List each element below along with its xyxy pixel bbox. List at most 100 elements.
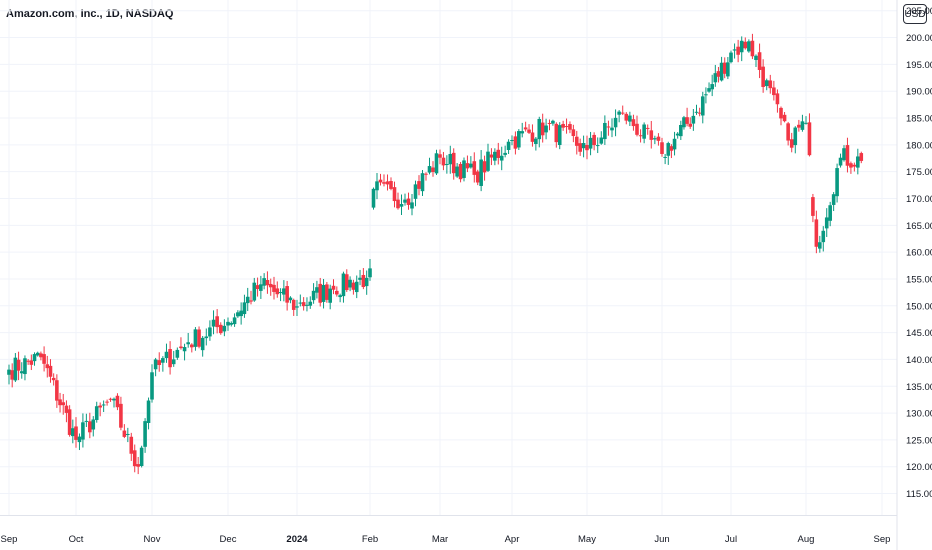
candle-body bbox=[305, 304, 309, 306]
candle bbox=[804, 116, 808, 125]
candle-body bbox=[645, 127, 650, 129]
candle-body bbox=[656, 136, 661, 141]
candle bbox=[88, 412, 92, 439]
y-tick-label: 130.00 bbox=[906, 409, 932, 420]
candle-body bbox=[375, 181, 379, 191]
candle-body bbox=[272, 284, 276, 292]
candle bbox=[465, 155, 470, 173]
candle-body bbox=[341, 273, 346, 297]
candle bbox=[190, 343, 194, 353]
candle bbox=[385, 174, 390, 191]
currency-button[interactable]: USD bbox=[903, 4, 927, 24]
candle bbox=[814, 210, 819, 254]
candle bbox=[666, 141, 671, 165]
candle-body bbox=[489, 154, 494, 158]
candle-body bbox=[399, 204, 404, 207]
candle-body bbox=[153, 359, 158, 370]
candle-body bbox=[98, 405, 102, 408]
candle bbox=[482, 155, 487, 181]
candle bbox=[564, 118, 569, 134]
candle-body bbox=[157, 360, 162, 366]
candle bbox=[669, 144, 674, 159]
candle-body bbox=[361, 274, 366, 288]
candle-body bbox=[649, 130, 654, 140]
candle-body bbox=[91, 419, 96, 430]
candle-body bbox=[164, 351, 169, 359]
candle bbox=[288, 296, 293, 304]
candle bbox=[371, 187, 376, 210]
candle-body bbox=[434, 153, 439, 174]
y-tick-label: 170.00 bbox=[906, 194, 932, 205]
candle bbox=[672, 131, 677, 156]
candle bbox=[789, 132, 794, 153]
candle bbox=[58, 392, 62, 413]
candle-body bbox=[406, 198, 411, 205]
candle bbox=[764, 78, 769, 91]
y-tick-label: 190.00 bbox=[906, 87, 932, 98]
candle-body bbox=[378, 179, 383, 183]
candle-body bbox=[768, 80, 773, 89]
candle bbox=[807, 113, 812, 157]
candle bbox=[520, 122, 525, 138]
y-tick-label: 160.00 bbox=[906, 248, 932, 259]
candle-body bbox=[568, 124, 572, 130]
candle bbox=[691, 109, 696, 131]
candle bbox=[757, 43, 762, 79]
candle-body bbox=[262, 278, 266, 286]
candle-body bbox=[859, 153, 864, 161]
candle-body bbox=[482, 161, 487, 173]
candle-body bbox=[371, 188, 376, 208]
candle bbox=[568, 121, 572, 134]
candle bbox=[782, 112, 787, 123]
candle-body bbox=[782, 114, 787, 122]
x-tick-label: May bbox=[578, 534, 596, 545]
candle-body bbox=[215, 316, 219, 328]
y-tick-label: 115.00 bbox=[906, 489, 932, 500]
candle-body bbox=[208, 327, 212, 337]
candle-body bbox=[472, 161, 477, 175]
candle-body bbox=[58, 399, 62, 406]
candle-body bbox=[688, 123, 693, 127]
candle-body bbox=[635, 123, 639, 135]
candle bbox=[736, 39, 740, 63]
y-tick-label: 165.00 bbox=[906, 221, 932, 232]
candle-body bbox=[628, 115, 632, 122]
candle-body bbox=[465, 163, 470, 169]
candle-body bbox=[16, 359, 21, 371]
candle-body bbox=[331, 285, 336, 290]
candle-body bbox=[441, 157, 446, 166]
candle-body bbox=[517, 131, 521, 148]
candle-body bbox=[179, 346, 183, 349]
candle bbox=[489, 148, 494, 166]
candle bbox=[94, 401, 99, 423]
candle-body bbox=[291, 299, 296, 310]
candle bbox=[328, 284, 332, 310]
candle bbox=[613, 109, 618, 137]
candle-body bbox=[747, 41, 751, 52]
candle-body bbox=[571, 129, 576, 137]
candle bbox=[338, 293, 342, 303]
candle bbox=[236, 310, 240, 318]
candle-body bbox=[726, 62, 730, 77]
candle bbox=[406, 192, 411, 210]
candle-body bbox=[704, 94, 708, 96]
candle bbox=[200, 336, 205, 357]
candle-body bbox=[226, 321, 230, 326]
candle bbox=[32, 352, 37, 366]
candle bbox=[282, 280, 286, 302]
candle-body bbox=[115, 395, 120, 408]
candle bbox=[42, 346, 46, 372]
candle bbox=[29, 354, 34, 371]
candle bbox=[754, 54, 758, 67]
candle bbox=[624, 112, 629, 125]
candle bbox=[732, 43, 737, 59]
candle-body bbox=[278, 292, 283, 294]
candle-body bbox=[775, 93, 780, 105]
candle-body bbox=[255, 285, 260, 290]
candle-body bbox=[236, 312, 240, 317]
candle bbox=[726, 57, 730, 80]
candle bbox=[77, 433, 82, 451]
candle bbox=[821, 226, 826, 252]
candle bbox=[786, 121, 790, 146]
